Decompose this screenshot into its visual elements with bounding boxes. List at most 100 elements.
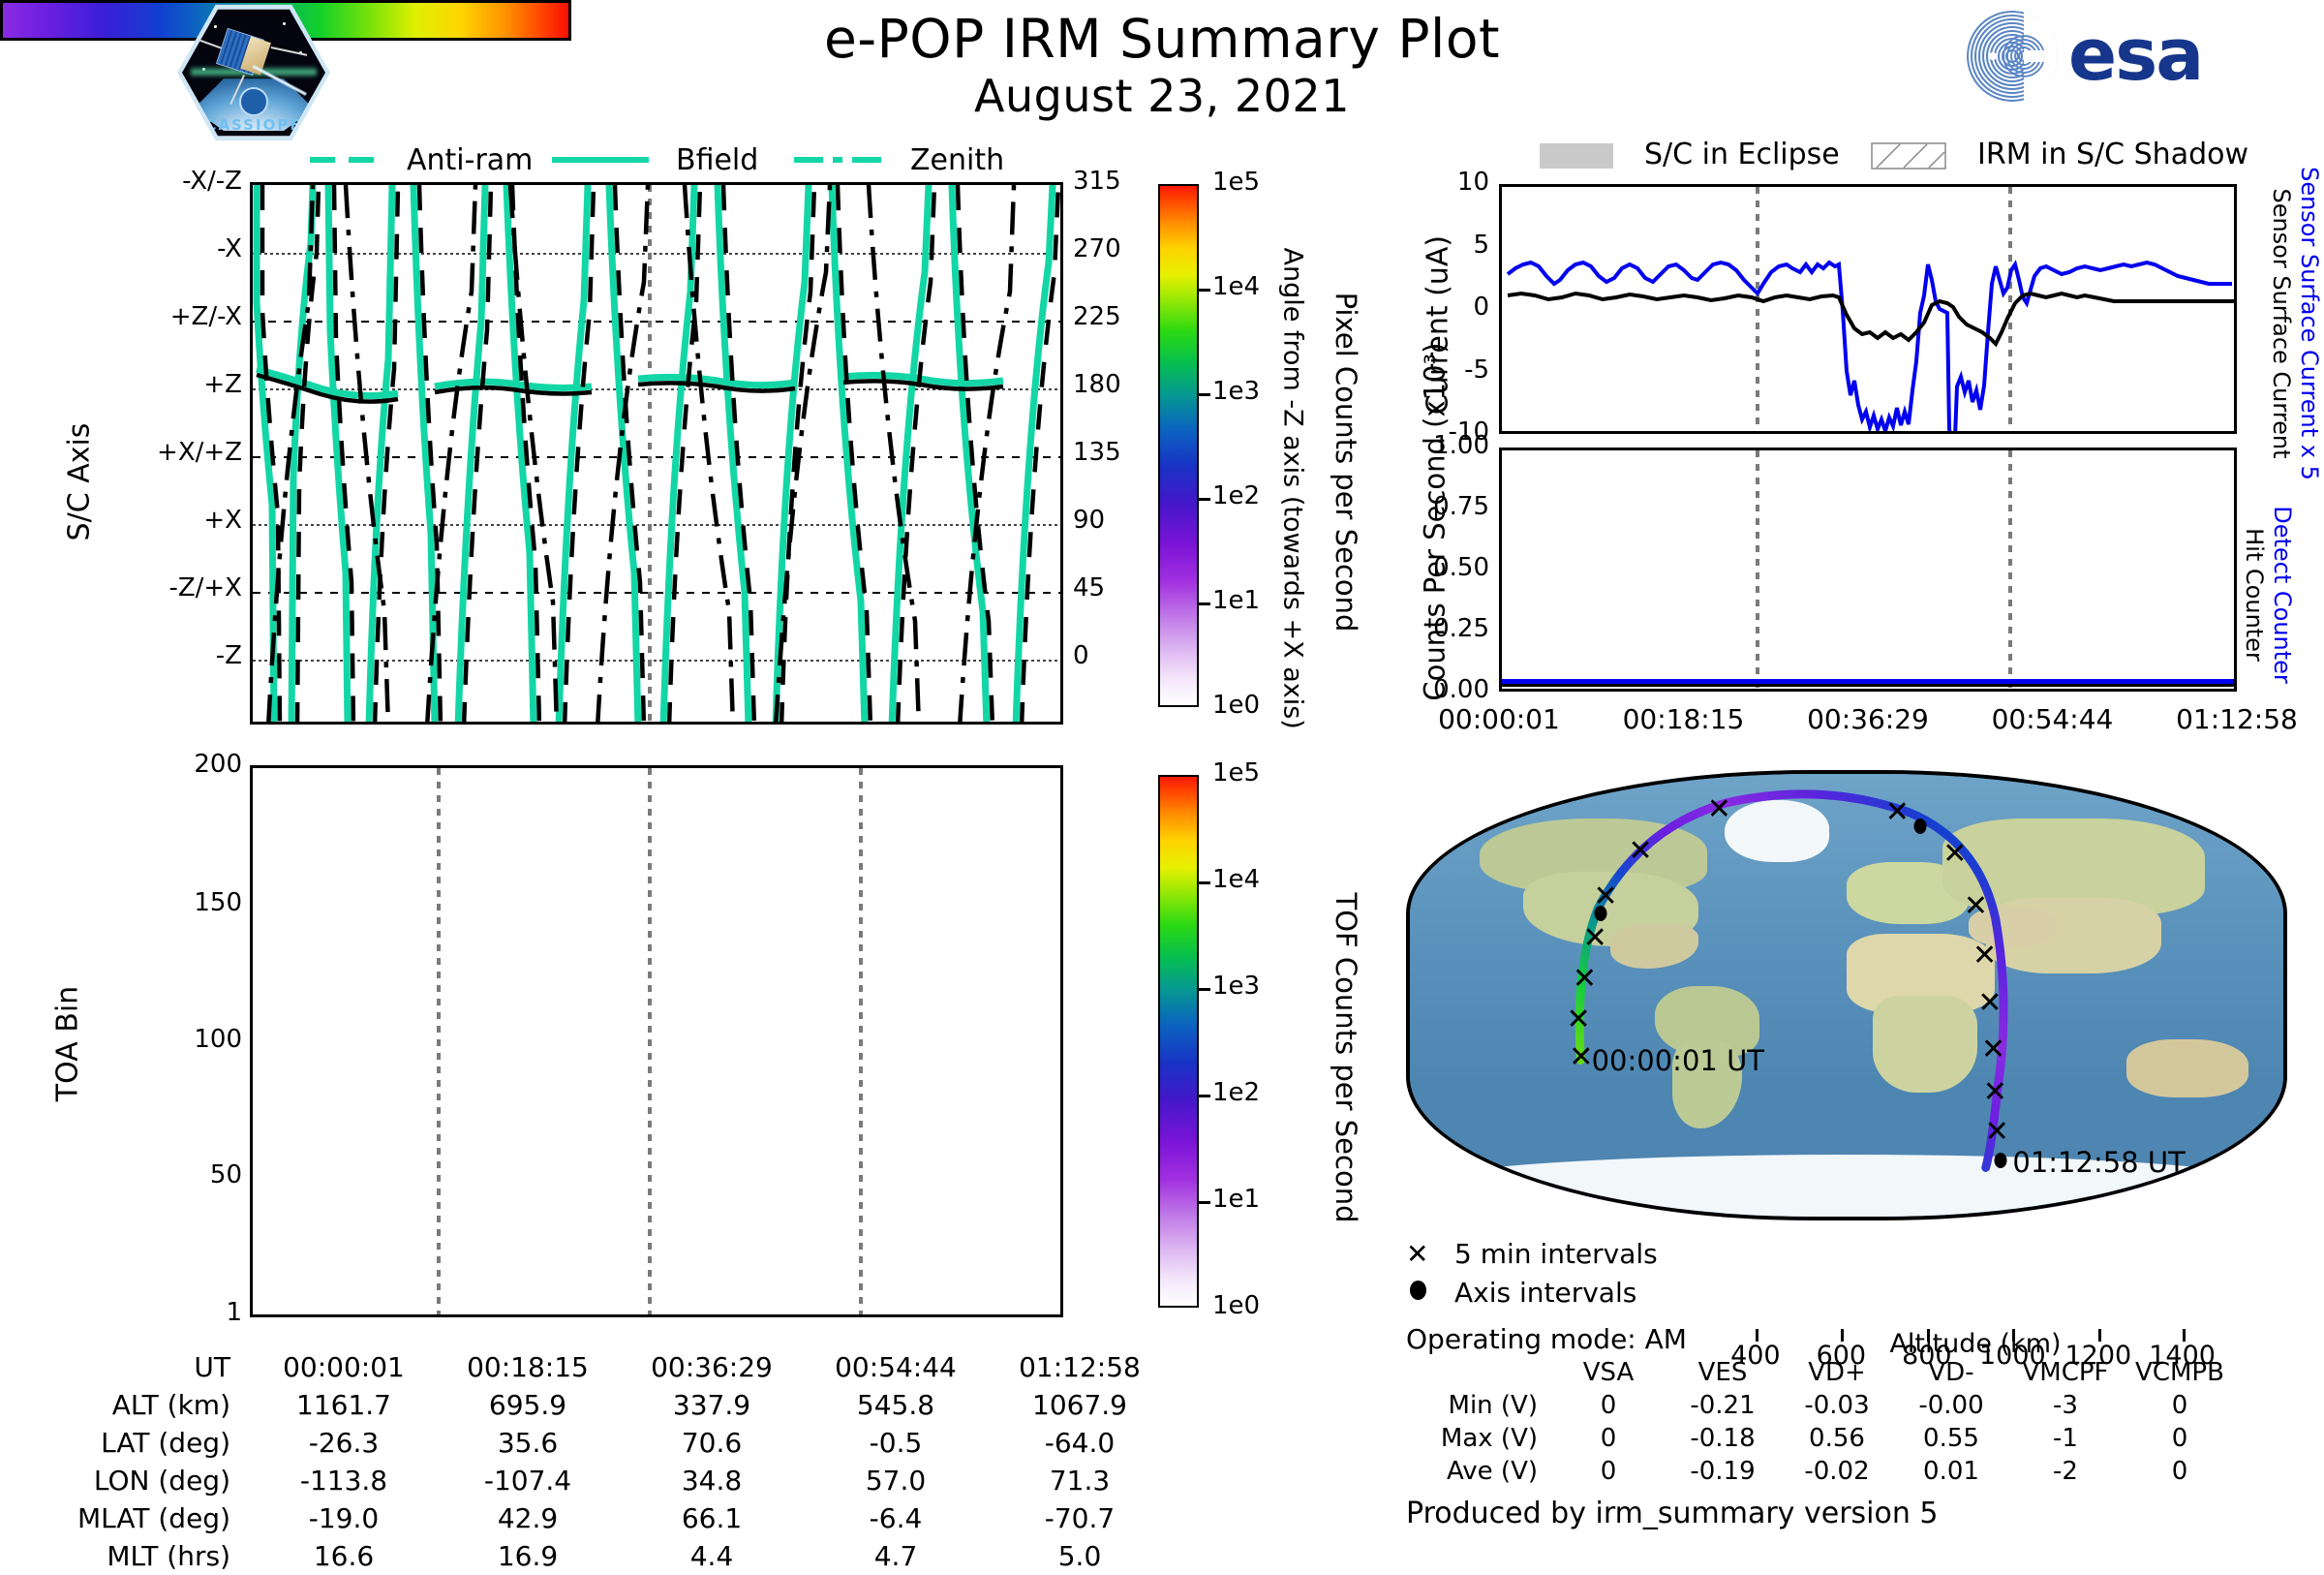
voltage-cell: 0: [1600, 1457, 1617, 1486]
current-plot: [1499, 184, 2237, 434]
shadow-swatch-icon: [1871, 142, 1946, 170]
voltage-column-header: VD-: [1928, 1358, 1974, 1387]
altitude-tickmark: [2012, 1329, 2016, 1342]
voltage-cell: -0.21: [1690, 1391, 1756, 1420]
ut-row-label: UT: [194, 1351, 230, 1383]
track-marker-x: ✕: [1984, 1115, 2009, 1150]
ut-cell: 1161.7: [296, 1389, 391, 1421]
colorbar-tick: 1e4: [1212, 272, 1261, 301]
ut-cell: 35.6: [497, 1427, 559, 1459]
voltage-cell: -1: [2053, 1424, 2078, 1453]
counts-ytick: 0.50: [1433, 553, 1489, 582]
colorbar-tick: 1e1: [1212, 586, 1261, 615]
counts-trace-blue: [1502, 679, 2234, 684]
ut-cell: 00:00:01: [283, 1351, 405, 1383]
voltage-cell: -0.18: [1690, 1424, 1756, 1453]
track-marker-x: ✕: [1982, 1075, 2007, 1110]
voltage-column-header: VSA: [1582, 1358, 1635, 1387]
current-ytick: -10: [1448, 417, 1489, 447]
table-row: MLAT (deg) -19.0 42.9 66.1 -6.4 -70.7: [58, 1499, 1172, 1537]
altitude-tickmark: [1926, 1329, 1930, 1342]
track-marker-x: ✕: [1572, 962, 1597, 997]
toa-ytick: 100: [194, 1024, 242, 1054]
counts-ytick: 1.00: [1433, 431, 1489, 460]
pixel-counts-colorbar: [1158, 184, 1199, 707]
page-subtitle-date: August 23, 2021: [974, 70, 1350, 122]
ut-row-label: LAT (deg): [101, 1427, 230, 1459]
altitude-tickmark: [2182, 1329, 2186, 1342]
track-marker-x: ✕: [1706, 792, 1731, 827]
attitude-ytick: -X: [217, 234, 242, 263]
track-marker-x: ✕: [1980, 1033, 2006, 1067]
current-ytick: 5: [1473, 230, 1489, 260]
table-row: Min (V) 0 -0.21 -0.03 -0.00 -3 0: [1423, 1389, 2237, 1422]
legend-x-icon: ✕: [1406, 1238, 1429, 1270]
toa-ytick: 200: [194, 750, 242, 779]
ut-cell: 01:12:58: [1019, 1351, 1141, 1383]
counts-ytick: 0.75: [1433, 492, 1489, 521]
altitude-tick: 1000: [1978, 1341, 2046, 1371]
ut-cell: -107.4: [483, 1465, 572, 1497]
patch-label: CASSIOPE: [205, 115, 302, 134]
attitude-angle-tick: 135: [1073, 438, 1121, 467]
legend-label-shadow: IRM in S/C Shadow: [1977, 138, 2249, 171]
ut-cell: 16.9: [497, 1540, 559, 1572]
current-ytick: -5: [1464, 355, 1489, 385]
colorbar-tickmark: [1199, 393, 1210, 396]
colorbar-tick: 1e5: [1212, 168, 1261, 197]
voltage-table: VSA VES VD+ VD- VMCPF VCMPB Min (V) 0 -0.21 -0.03…: [1423, 1356, 2237, 1488]
track-end-label: 01:12:58 UT: [2012, 1145, 2186, 1179]
voltage-cell: -3: [2053, 1391, 2078, 1420]
voltage-cell: 0.01: [1923, 1457, 1979, 1486]
legend-label-5min: 5 min intervals: [1454, 1238, 1658, 1270]
voltage-column-header: VMCPF: [2022, 1358, 2109, 1387]
voltage-cell: 0: [2171, 1424, 2188, 1453]
ut-cell: 545.8: [856, 1389, 935, 1421]
toa-plot: [250, 765, 1063, 1317]
attitude-angle-tick: 180: [1073, 370, 1121, 399]
table-row: Max (V) 0 -0.18 0.56 0.55 -1 0: [1423, 1422, 2237, 1455]
attitude-angle-tick: 225: [1073, 302, 1121, 331]
legend-label-eclipse: S/C in Eclipse: [1644, 138, 1840, 171]
colorbar-tick: 1e1: [1212, 1185, 1261, 1214]
voltage-column-header: VES: [1697, 1358, 1748, 1387]
ut-row-label: MLAT (deg): [76, 1502, 230, 1534]
attitude-angle-tick: 270: [1073, 234, 1121, 263]
attitude-angle-tick: 45: [1073, 573, 1106, 602]
track-marker-x: ✕: [1884, 795, 1910, 830]
colorbar-tick: 1e5: [1212, 758, 1261, 788]
legend-label-zenith: Zenith: [910, 143, 1005, 177]
track-marker-x: ✕: [1942, 837, 1968, 872]
voltage-cell: -0.02: [1804, 1457, 1870, 1486]
track-marker-x: ✕: [1972, 939, 1998, 973]
ut-cell: 695.9: [488, 1389, 567, 1421]
tof-counts-colorbar: [1158, 775, 1199, 1308]
attitude-ylabel: S/C Axis: [62, 422, 97, 541]
attitude-plot: [250, 182, 1063, 725]
voltage-cell: 0: [1600, 1424, 1617, 1453]
track-marker-x: ✕: [1628, 834, 1653, 869]
voltage-cell: -0.19: [1690, 1457, 1756, 1486]
ground-track-map: ✕ ✕ ✕ ✕ ✕ ✕ ✕ ✕ ✕ ✕ ✕ ✕ ✕ ✕ ✕ 00:00:01 U…: [1406, 770, 2287, 1220]
operating-mode: Operating mode: AM: [1406, 1323, 1687, 1355]
ut-cell: 5.0: [1057, 1540, 1102, 1572]
colorbar-tick: 1e3: [1212, 377, 1261, 406]
table-header-row: VSA VES VD+ VD- VMCPF VCMPB: [1423, 1356, 2237, 1389]
ut-row-label: LON (deg): [93, 1465, 230, 1497]
ut-row-label: MLT (hrs): [107, 1540, 230, 1572]
page-title: e-POP IRM Summary Plot: [823, 8, 1501, 70]
counts-ytick: 0.00: [1433, 675, 1489, 704]
attitude-angle-tick: 90: [1073, 506, 1106, 535]
altitude-tickmark: [1755, 1329, 1758, 1342]
track-marker-x: ✕: [1569, 1040, 1594, 1075]
voltage-cell: 0.56: [1809, 1424, 1865, 1453]
attitude-ytick: +X/+Z: [157, 438, 242, 467]
track-marker-x: ✕: [1582, 921, 1607, 955]
ut-cell: -113.8: [299, 1465, 388, 1497]
ut-cell: -64.0: [1044, 1427, 1116, 1459]
counts-xtick: 00:00:01: [1438, 703, 1560, 735]
ut-cell: -19.0: [308, 1502, 380, 1534]
ut-cell: 34.8: [681, 1465, 743, 1497]
altitude-tick: 1200: [2064, 1341, 2132, 1371]
track-marker-dot: [1994, 1153, 2007, 1169]
